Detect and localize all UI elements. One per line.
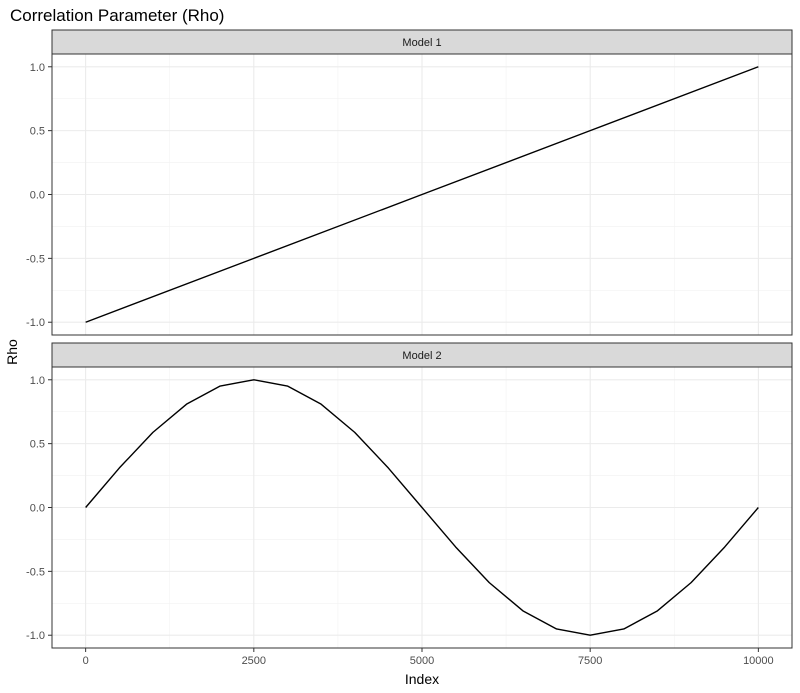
y-tick-label: 0.0 bbox=[30, 503, 45, 515]
chart-title: Correlation Parameter (Rho) bbox=[10, 6, 224, 25]
y-tick-label: 1.0 bbox=[30, 62, 45, 74]
x-tick-label: 5000 bbox=[410, 655, 434, 667]
panel-1: Model 1 -1.0 -0.5 0.0 0.5 1.0 bbox=[26, 29, 793, 336]
strip-label: Model 2 bbox=[402, 350, 441, 362]
y-tick-label: -0.5 bbox=[26, 253, 45, 265]
panel-2: Model 2 -1.0 -0.5 0.0 0.5 1.0 bbox=[26, 342, 793, 649]
strip-label: Model 1 bbox=[402, 37, 441, 49]
x-tick-label: 0 bbox=[83, 655, 89, 667]
strip-background bbox=[51, 29, 793, 55]
y-tick-label: 0.5 bbox=[30, 439, 45, 451]
y-tick-label: -1.0 bbox=[26, 317, 45, 329]
x-axis: 0 2500 5000 7500 10000 bbox=[83, 648, 774, 667]
y-tick-label: 0.5 bbox=[30, 126, 45, 138]
panel-border bbox=[51, 53, 793, 336]
strip-background bbox=[51, 342, 793, 368]
x-tick-label: 7500 bbox=[578, 655, 602, 667]
series-line bbox=[85, 66, 759, 323]
y-tick-label: -1.0 bbox=[26, 630, 45, 642]
y-tick-label: 1.0 bbox=[30, 375, 45, 387]
x-tick-label: 10000 bbox=[743, 655, 774, 667]
series-line bbox=[85, 379, 759, 636]
y-axis-title: Rho bbox=[4, 339, 20, 365]
panels: Model 1 -1.0 -0.5 0.0 0.5 1.0 Model 2 -1.0 -0.5 0… bbox=[26, 29, 793, 649]
y-tick-label: 0.0 bbox=[30, 190, 45, 202]
y-tick-label: -0.5 bbox=[26, 566, 45, 578]
x-axis-title: Index bbox=[405, 671, 439, 687]
x-tick-label: 2500 bbox=[242, 655, 266, 667]
